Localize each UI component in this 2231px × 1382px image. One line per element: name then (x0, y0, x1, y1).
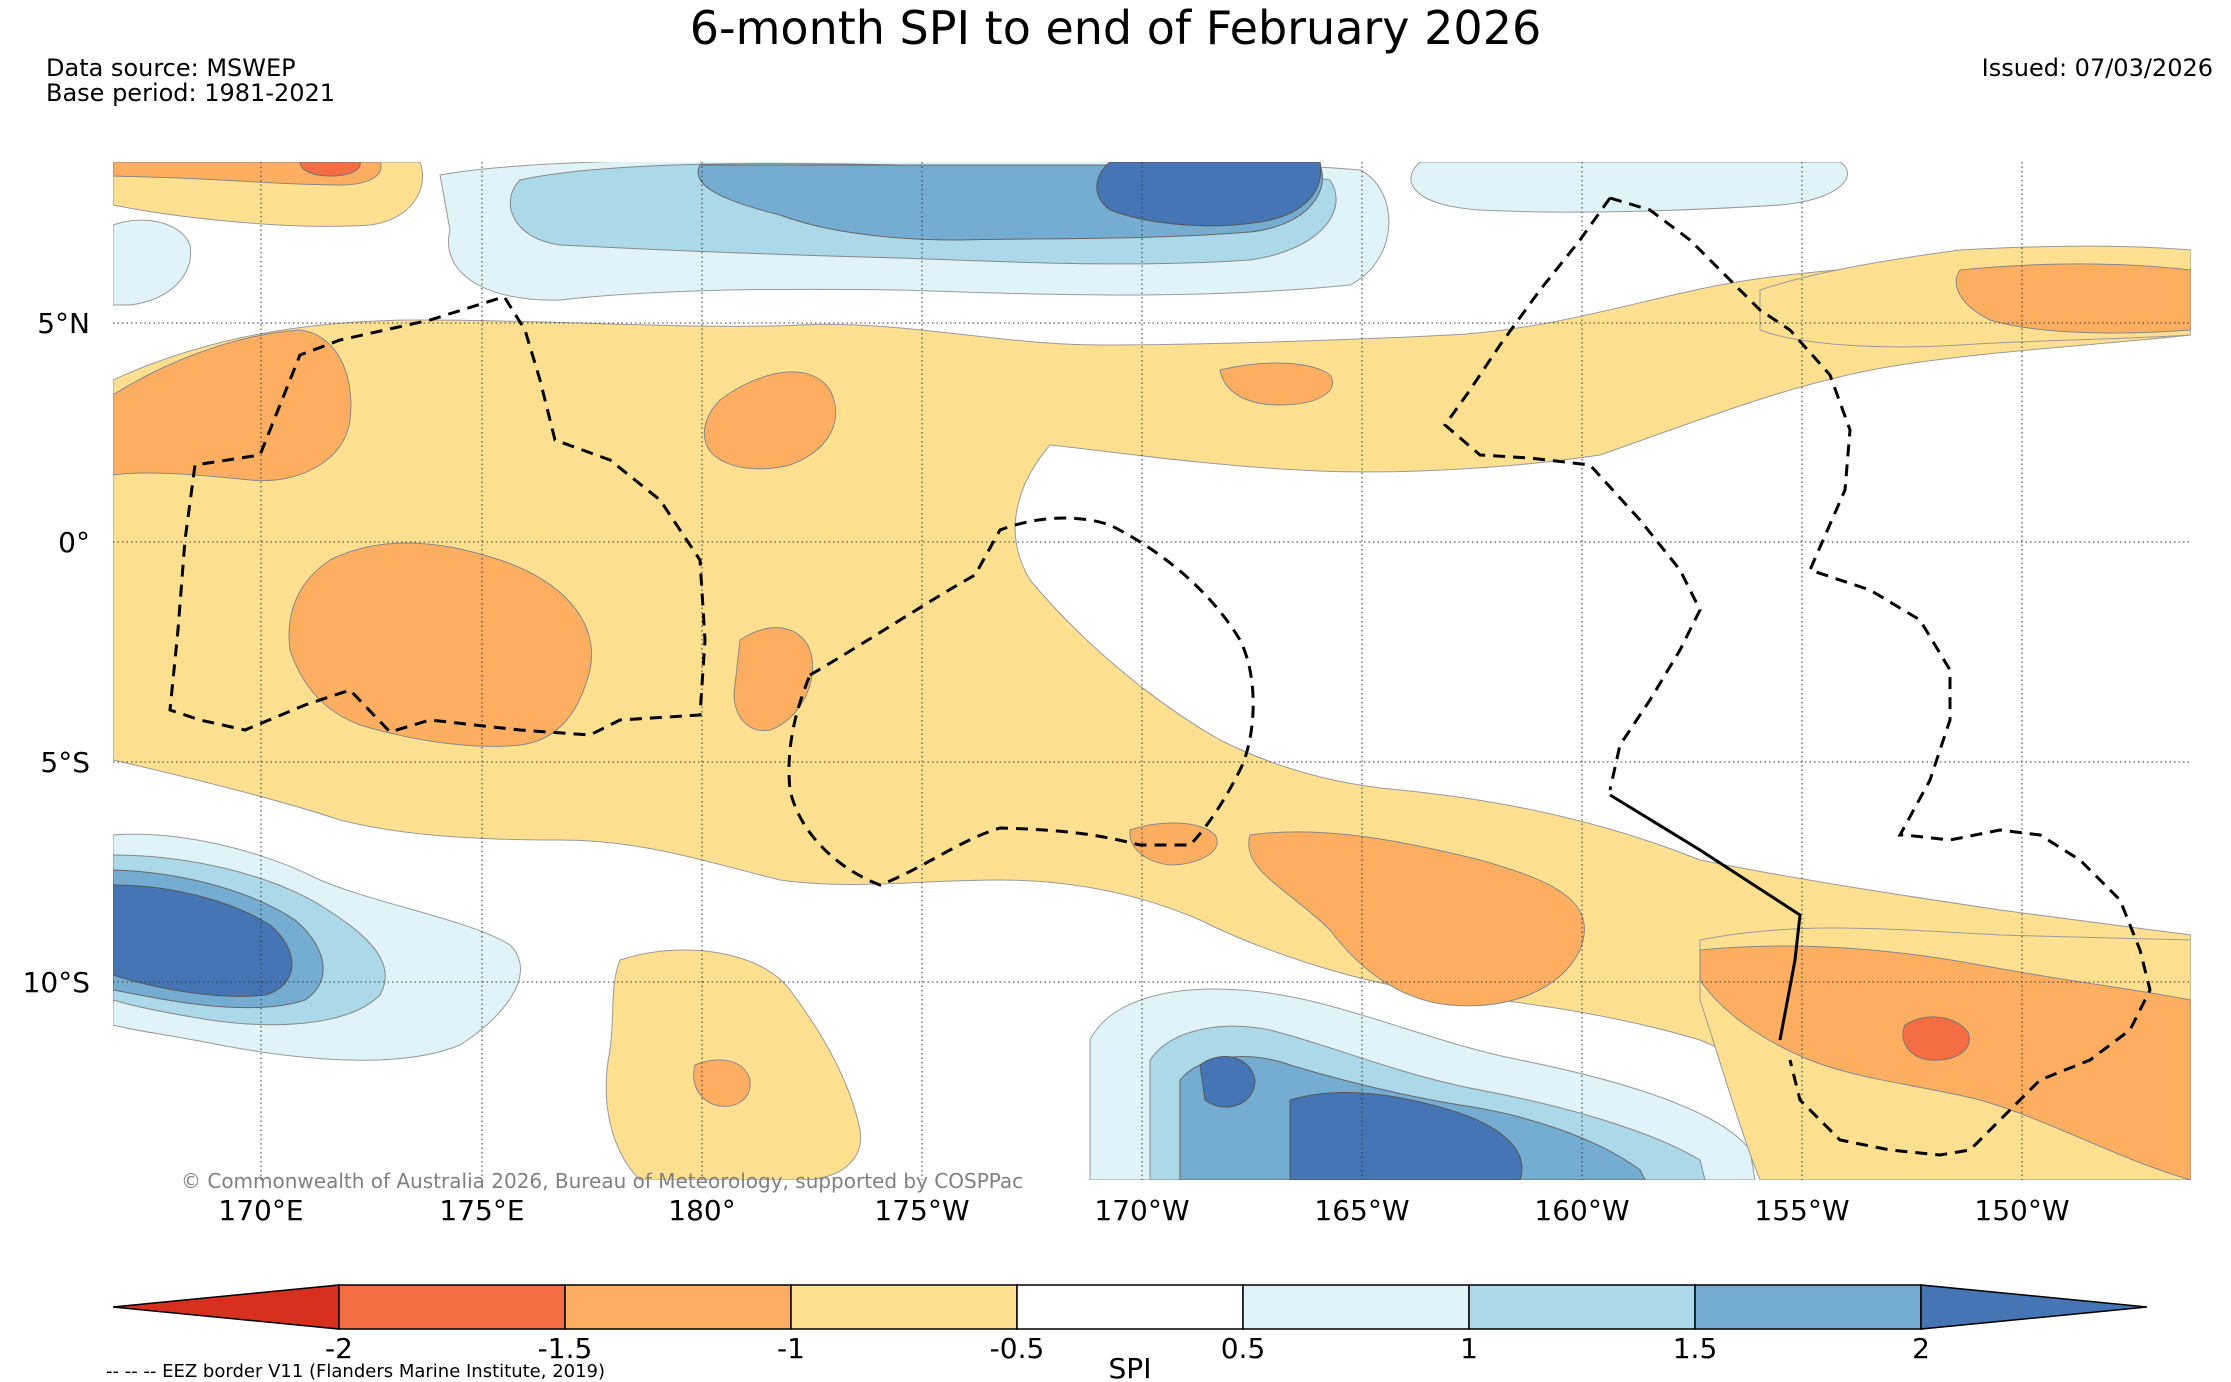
colorbar-tick: -0.5 (990, 1332, 1045, 1365)
lon-label: 150°W (1974, 1194, 2069, 1227)
eez-legend-note: -- -- -- EEZ border V11 (Flanders Marine… (106, 1361, 606, 1382)
lat-label: 5°N (37, 307, 90, 340)
moderate-dry-north-central (703, 371, 837, 470)
colorbar-tick: 1 (1460, 1332, 1478, 1365)
issued-date-text: Issued: 07/03/2026 (1981, 54, 2213, 82)
moderate-dry-small (1129, 822, 1218, 866)
eez-border-east-north (1442, 197, 1702, 791)
wet-region-nw (113, 219, 192, 306)
colorbar-tick: 2 (1912, 1332, 1930, 1365)
colorbar-segment (1694, 1284, 1922, 1330)
extreme-wet-sw (113, 884, 293, 997)
longitude-labels: 170°E 175°E 180° 175°W 170°W 165°W 160°W… (218, 1194, 2069, 1227)
copyright-text: © Commonwealth of Australia 2026, Bureau… (181, 1169, 1023, 1193)
boundary-solid (1609, 793, 1802, 1041)
lon-label: 170°E (218, 1194, 303, 1227)
colorbar-segment (564, 1284, 792, 1330)
spi-field (113, 162, 2191, 1180)
lon-label: 165°W (1314, 1194, 1409, 1227)
colorbar-segment (338, 1284, 566, 1330)
colorbar-segment (1920, 1284, 2148, 1330)
colorbar-tick: -1 (777, 1332, 805, 1365)
severe-dry-nw (299, 162, 361, 177)
colorbar-tick: -2 (325, 1332, 353, 1365)
moderate-dry-center (733, 627, 814, 732)
colorbar-tick: 0.5 (1221, 1332, 1266, 1365)
eez-border-west (168, 296, 707, 737)
colorbar-tick: -1.5 (538, 1332, 593, 1365)
lon-label: 155°W (1754, 1194, 1849, 1227)
extreme-wet-south (1289, 1092, 1523, 1180)
eez-borders (168, 196, 2152, 1157)
graticule (113, 162, 2191, 1180)
latitude-labels: 5°N 0° 5°S 10°S (23, 307, 90, 999)
lat-label: 5°S (40, 746, 90, 779)
colorbar-segment (1016, 1284, 1244, 1330)
lat-label: 10°S (23, 966, 90, 999)
extreme-wet-north (1096, 162, 1322, 227)
colorbar-ticks: -2 -1.5 -1 -0.5 0.5 1 1.5 2 (325, 1332, 1930, 1365)
lon-label: 180° (668, 1194, 735, 1227)
base-period-text: Base period: 1981-2021 (46, 79, 336, 107)
map-title: 6-month SPI to end of February 2026 (689, 1, 1542, 55)
colorbar (112, 1284, 2148, 1330)
wet-region-north-2 (1410, 162, 1848, 213)
moderate-dry-south-band (1248, 831, 1585, 1007)
colorbar-segment (112, 1284, 340, 1330)
moderate-dry-west-central (288, 542, 592, 747)
moderate-dry-north-mid (1219, 362, 1333, 406)
lon-label: 175°E (439, 1194, 524, 1227)
colorbar-segment (1468, 1284, 1696, 1330)
colorbar-label: SPI (1109, 1352, 1152, 1380)
moderate-dry-ne (1955, 263, 2191, 334)
severe-dry-se (1902, 1016, 1970, 1061)
moderate-dry-se (1699, 945, 2191, 1180)
extreme-wet-south-2 (1199, 1056, 1256, 1108)
lon-label: 170°W (1094, 1194, 1189, 1227)
colorbar-segment (790, 1284, 1018, 1330)
eez-border-center (787, 516, 1255, 887)
data-source-text: Data source: MSWEP (46, 54, 296, 82)
colorbar-segment (1242, 1284, 1470, 1330)
lat-label: 0° (58, 526, 90, 559)
moderate-dry-nw (113, 329, 352, 482)
moderate-dry-south-west (693, 1059, 751, 1107)
lon-label: 160°W (1534, 1194, 1629, 1227)
colorbar-tick: 1.5 (1673, 1332, 1718, 1365)
lon-label: 175°W (874, 1194, 969, 1227)
dry-region-central (113, 253, 2191, 1171)
